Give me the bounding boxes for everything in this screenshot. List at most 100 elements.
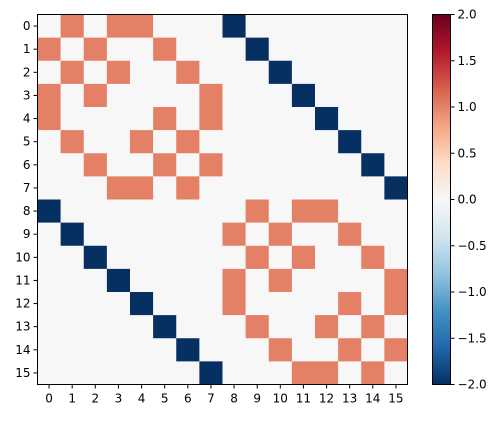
heatmap-cell-7-2 [83,176,108,200]
heatmap-cell-5-4 [130,130,154,154]
heatmap-cell-8-6 [176,199,200,223]
x-tick-label-0: 0 [45,392,53,406]
heatmap-cells [37,14,408,385]
heatmap-cell-10-14 [361,245,385,270]
heatmap-cell-13-8 [222,315,246,339]
heatmap-cell-14-12 [315,338,339,362]
heatmap-cell-4-6 [176,107,200,131]
heatmap-cell-9-12 [315,222,339,246]
heatmap-cell-0-13 [338,14,362,38]
heatmap-cell-9-1 [60,222,84,246]
y-tick-label-5: 5 [23,135,31,149]
heatmap-cell-5-0 [37,130,61,154]
heatmap-cell-4-10 [268,107,293,131]
heatmap-cell-4-4 [130,107,154,131]
heatmap-cell-12-8 [222,292,246,316]
y-tick-label-6: 6 [23,158,31,172]
heatmap-cell-15-12 [315,361,339,385]
heatmap-cell-6-11 [291,153,316,177]
heatmap-cell-6-4 [130,153,154,177]
heatmap-cell-15-3 [106,361,131,385]
heatmap-cell-13-13 [338,315,362,339]
y-tick-label-12: 12 [15,297,30,311]
heatmap-cell-6-0 [37,153,61,177]
colorbar-tick-label-5: −0.5 [458,239,487,253]
heatmap-cell-6-1 [60,153,84,177]
x-axis-ticks: 0 1 2 3 4 5 6 7 8 9 10 11 12 13 14 15 [45,384,404,406]
heatmap-cell-2-6 [176,60,200,85]
x-tick-label-3: 3 [115,392,123,406]
y-tick-label-15: 15 [15,366,30,380]
heatmap-cell-2-7 [199,60,223,85]
heatmap-cell-12-9 [245,292,269,316]
heatmap-cell-11-7 [199,268,223,293]
heatmap-cell-9-11 [291,222,316,246]
heatmap-cell-5-6 [176,130,200,154]
heatmap-cell-11-5 [153,268,177,293]
x-tick-label-9: 9 [253,392,261,406]
heatmap-cell-7-0 [37,176,61,200]
heatmap-cell-3-10 [268,83,293,108]
heatmap-cell-10-2 [83,245,108,270]
heatmap-cell-12-15 [384,292,408,316]
heatmap-cell-12-12 [315,292,339,316]
heatmap-cell-9-0 [37,222,61,246]
heatmap-cell-8-1 [60,199,84,223]
colorbar-tick-label-1: 1.5 [458,54,477,68]
heatmap-cell-4-5 [153,107,177,131]
heatmap-cell-10-3 [106,245,131,270]
heatmap-cell-10-9 [245,245,269,270]
heatmap-cell-7-1 [60,176,84,200]
heatmap-cell-1-0 [37,37,61,61]
heatmap-cell-8-11 [291,199,316,223]
heatmap-cell-10-15 [384,245,408,270]
heatmap-cell-13-10 [268,315,293,339]
heatmap-cell-7-10 [268,176,293,200]
heatmap-cell-6-15 [384,153,408,177]
heatmap-cell-13-4 [130,315,154,339]
heatmap-cell-15-6 [176,361,200,385]
heatmap-cell-7-6 [176,176,200,200]
heatmap-cell-0-7 [199,14,223,38]
x-tick-label-15: 15 [388,392,403,406]
heatmap-cell-14-7 [199,338,223,362]
heatmap-cell-13-12 [315,315,339,339]
x-tick-label-11: 11 [296,392,311,406]
heatmap-cell-5-2 [83,130,108,154]
heatmap-cell-3-1 [60,83,84,108]
y-tick-label-11: 11 [15,273,30,287]
heatmap-cell-1-13 [338,37,362,61]
heatmap-cell-0-14 [361,14,385,38]
heatmap-cell-3-13 [338,83,362,108]
heatmap-cell-8-5 [153,199,177,223]
heatmap-cell-3-14 [361,83,385,108]
heatmap-cell-10-10 [268,245,293,270]
heatmap-cell-8-10 [268,199,293,223]
heatmap-cell-14-0 [37,338,61,362]
heatmap-cell-11-14 [361,268,385,293]
heatmap-cell-15-5 [153,361,177,385]
heatmap-cell-7-8 [222,176,246,200]
heatmap-cell-14-6 [176,338,200,362]
x-tick-label-6: 6 [184,392,192,406]
heatmap-cell-4-0 [37,107,61,131]
heatmap-cell-1-15 [384,37,408,61]
heatmap-cell-13-7 [199,315,223,339]
heatmap-cell-2-12 [315,60,339,85]
heatmap-cell-10-13 [338,245,362,270]
heatmap-cell-1-8 [222,37,246,61]
heatmap-cell-0-11 [291,14,316,38]
heatmap-cell-12-7 [199,292,223,316]
heatmap-cell-6-10 [268,153,293,177]
heatmap-cell-12-6 [176,292,200,316]
heatmap-cell-6-8 [222,153,246,177]
heatmap-cell-11-10 [268,268,293,293]
heatmap-cell-2-13 [338,60,362,85]
heatmap-cell-7-11 [291,176,316,200]
heatmap-cell-6-12 [315,153,339,177]
heatmap-cell-12-13 [338,292,362,316]
heatmap-cell-1-9 [245,37,269,61]
heatmap-cell-15-15 [384,361,408,385]
heatmap-cell-5-10 [268,130,293,154]
heatmap-cell-0-1 [60,14,84,38]
